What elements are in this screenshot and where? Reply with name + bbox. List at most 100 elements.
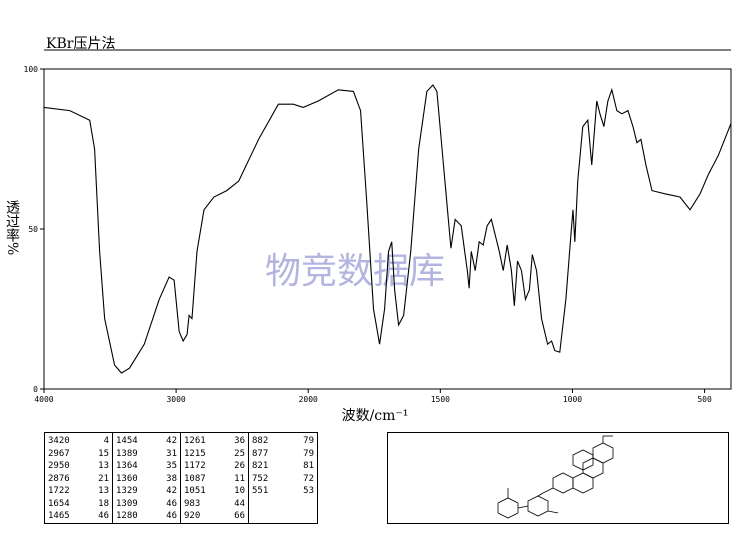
peak-row: 1087 11 [184, 473, 245, 486]
peak-row: 1329 42 [116, 485, 177, 498]
peak-row: 2950 13 [48, 460, 109, 473]
peak-transmittance: 38 [166, 473, 177, 484]
x-tick-label: 3000 [166, 395, 185, 404]
peak-transmittance: 10 [234, 486, 245, 496]
peak-transmittance: 13 [98, 486, 109, 496]
x-tick-label: 4000 [34, 395, 53, 404]
x-tick-label: 2000 [299, 395, 318, 404]
peak-wavenumber: 1051 [184, 486, 206, 496]
peak-transmittance: 46 [166, 511, 177, 521]
peak-wavenumber: 1309 [116, 498, 138, 509]
peak-wavenumber: 2876 [48, 473, 70, 484]
peak-row: 1360 38 [116, 473, 177, 486]
peak-wavenumber: 1215 [184, 448, 206, 459]
peak-wavenumber: 3420 [48, 436, 70, 446]
x-tick-label: 500 [697, 395, 712, 404]
peak-transmittance: 42 [166, 486, 177, 496]
peak-transmittance: 4 [103, 436, 109, 446]
y-tick-label: 0 [33, 385, 38, 394]
structure [387, 432, 729, 524]
y-tick-label: 50 [28, 225, 38, 234]
peak-row: 920 66 [184, 510, 245, 523]
peak-transmittance: 46 [166, 498, 177, 509]
chart-title: KBr压片法 [46, 36, 115, 52]
peak-transmittance: 26 [234, 461, 245, 471]
peak-row: 1309 46 [116, 498, 177, 511]
peak-transmittance: 31 [166, 448, 177, 459]
x-axis-label: 波数/cm⁻¹ [342, 408, 409, 424]
peak-row: 1172 26 [184, 460, 245, 473]
peak-wavenumber: 1087 [184, 473, 206, 484]
chart: KBr压片法 物竞数据库 透过率% 波数/cm⁻¹ 4000 3000 2000 15… [4, 36, 732, 424]
peak-row: 1654 18 [48, 498, 109, 511]
peak-row: 1215 25 [184, 448, 245, 461]
peak-wavenumber: 2967 [48, 448, 70, 459]
peak-wavenumber: 752 [252, 473, 269, 484]
peak-wavenumber: 1360 [116, 473, 138, 484]
peak-wavenumber: 1722 [48, 486, 70, 496]
peak-row: 1389 31 [116, 448, 177, 461]
peak-transmittance: 15 [98, 448, 109, 459]
peak-row: 877 79 [252, 448, 314, 461]
peak-wavenumber: 551 [252, 486, 269, 496]
peak-row: 3420 4 [48, 435, 109, 448]
peak-row: 882 79 [252, 435, 314, 448]
peak-transmittance: 21 [98, 473, 109, 484]
peak-transmittance: 53 [303, 486, 314, 496]
peak-wavenumber: 877 [252, 448, 269, 459]
y-axis-label: 透过率% [4, 200, 20, 255]
peak-group: 1454 42 1389 31 1364 35 1360 38 1329 42 1309 46 1280… [113, 433, 181, 523]
peak-wavenumber: 1261 [184, 436, 206, 446]
peak-group: 3420 4 2967 15 2950 13 2876 21 1722 13 1654 18 1465 4… [45, 433, 113, 523]
peak-transmittance: 66 [234, 511, 245, 521]
peak-row: 1465 46 [48, 510, 109, 523]
peak-transmittance: 72 [303, 473, 314, 484]
peak-transmittance: 81 [303, 461, 314, 471]
peak-wavenumber: 1364 [116, 461, 138, 471]
peak-row: 983 44 [184, 498, 245, 511]
x-tick-label: 1500 [431, 395, 450, 404]
peak-row: 1364 35 [116, 460, 177, 473]
structure-drawing [497, 435, 614, 519]
peak-transmittance: 46 [98, 511, 109, 521]
peak-wavenumber: 882 [252, 436, 269, 446]
peak-row: 1261 36 [184, 435, 245, 448]
peak-transmittance: 11 [234, 473, 245, 484]
x-tick-label: 1000 [563, 395, 582, 404]
y-tick-label: 100 [24, 65, 39, 74]
plot-frame [43, 68, 732, 390]
peak-row: 1722 13 [48, 485, 109, 498]
watermark: 物竞数据库 [265, 251, 445, 292]
peak-wavenumber: 1172 [184, 461, 206, 471]
peak-wavenumber: 1280 [116, 511, 138, 521]
peak-transmittance: 36 [234, 436, 245, 446]
peak-row: 1454 42 [116, 435, 177, 448]
peak-wavenumber: 920 [184, 511, 201, 521]
peak-transmittance: 44 [234, 498, 245, 509]
peak-group: 882 79 877 79 821 81 752 72 551 53 [249, 433, 317, 523]
peak-wavenumber: 1389 [116, 448, 138, 459]
peak-wavenumber: 983 [184, 498, 201, 509]
peak-row: 1051 10 [184, 485, 245, 498]
peak-transmittance: 79 [303, 436, 314, 446]
spectrum-line [43, 84, 732, 374]
peak-group: 1261 36 1215 25 1172 26 1087 11 1051 10 983 44 920 66 [181, 433, 249, 523]
peak-wavenumber: 1654 [48, 498, 70, 509]
peak-row: 752 72 [252, 473, 314, 486]
peak-wavenumber: 821 [252, 461, 269, 471]
peak-row: 2967 15 [48, 448, 109, 461]
peak-transmittance: 42 [166, 436, 177, 446]
peak-wavenumber: 1465 [48, 511, 70, 521]
peak-row: 1280 46 [116, 510, 177, 523]
peak-transmittance: 18 [98, 498, 109, 509]
peak-transmittance: 13 [98, 461, 109, 471]
peak-row: 821 81 [252, 460, 314, 473]
peak-row: 2876 21 [48, 473, 109, 486]
peak-transmittance: 25 [234, 448, 245, 459]
peak-row: 551 53 [252, 485, 314, 498]
peak-wavenumber: 2950 [48, 461, 70, 471]
peak-wavenumber: 1454 [116, 436, 138, 446]
peak-wavenumber: 1329 [116, 486, 138, 496]
peak-transmittance: 35 [166, 461, 177, 471]
